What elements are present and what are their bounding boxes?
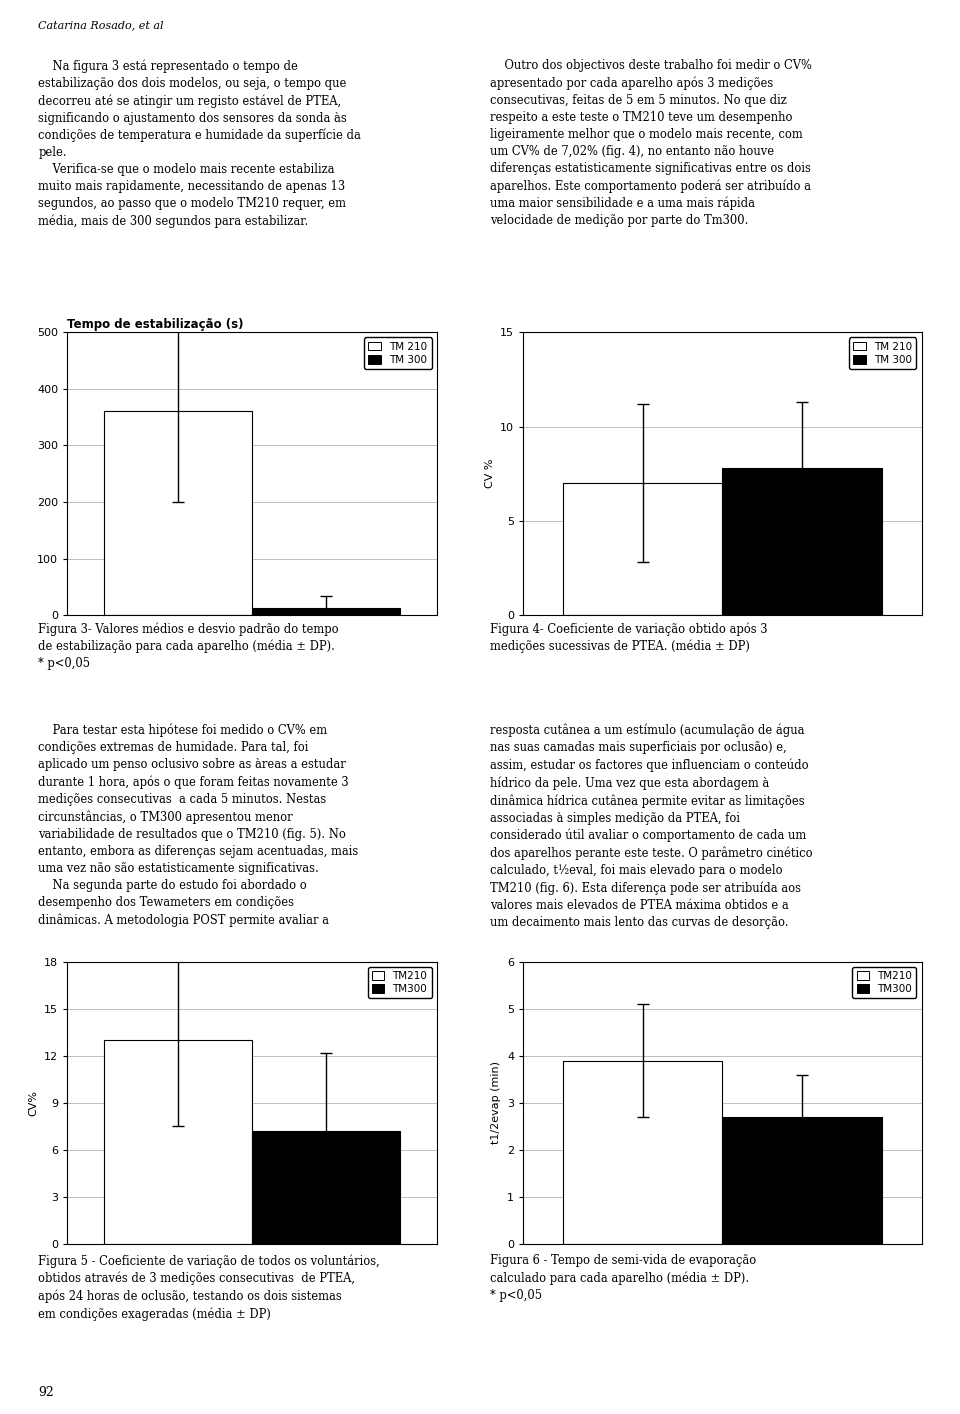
Text: Figura 3- Valores médios e desvio padrão do tempo
de estabilização para cada apa: Figura 3- Valores médios e desvio padrão… — [38, 622, 339, 670]
Y-axis label: CV%: CV% — [29, 1090, 38, 1116]
Bar — [563, 484, 723, 615]
Bar — [722, 468, 881, 615]
Text: Figura 4- Coeficiente de variação obtido após 3
medições sucessivas de PTEA. (mé: Figura 4- Coeficiente de variação obtido… — [490, 622, 767, 653]
Bar — [563, 1060, 723, 1244]
Legend: TM 210, TM 300: TM 210, TM 300 — [849, 338, 917, 369]
Legend: TM210, TM300: TM210, TM300 — [852, 967, 917, 998]
Legend: TM210, TM300: TM210, TM300 — [368, 967, 432, 998]
Bar — [252, 608, 400, 615]
Text: Para testar esta hipótese foi medido o CV% em
condições extremas de humidade. Pa: Para testar esta hipótese foi medido o C… — [38, 724, 359, 926]
Legend: TM 210, TM 300: TM 210, TM 300 — [364, 338, 432, 369]
Text: Na figura 3 está representado o tempo de
estabilização dos dois modelos, ou seja: Na figura 3 está representado o tempo de… — [38, 59, 361, 228]
Text: resposta cutânea a um estímulo (acumulação de água
nas suas camadas mais superfi: resposta cutânea a um estímulo (acumulaç… — [490, 724, 812, 929]
Text: Figura 5 - Coeficiente de variação de todos os voluntários,
obtidos através de 3: Figura 5 - Coeficiente de variação de to… — [38, 1254, 380, 1321]
Bar — [104, 1041, 252, 1244]
Y-axis label: CV %: CV % — [485, 460, 494, 488]
Text: 92: 92 — [38, 1386, 54, 1400]
Text: Tempo de estabilização (s): Tempo de estabilização (s) — [67, 318, 244, 331]
Bar — [252, 1131, 400, 1244]
Bar — [722, 1117, 881, 1244]
Y-axis label: t1/2evap (min): t1/2evap (min) — [492, 1062, 501, 1144]
Text: Figura 6 - Tempo de semi-vida de evaporação
calculado para cada aparelho (média : Figura 6 - Tempo de semi-vida de evapora… — [490, 1254, 756, 1302]
Bar — [104, 411, 252, 615]
Text: Outro dos objectivos deste trabalho foi medir o CV%
apresentado por cada aparelh: Outro dos objectivos deste trabalho foi … — [490, 59, 811, 228]
Text: Catarina Rosado, et al: Catarina Rosado, et al — [38, 20, 164, 30]
